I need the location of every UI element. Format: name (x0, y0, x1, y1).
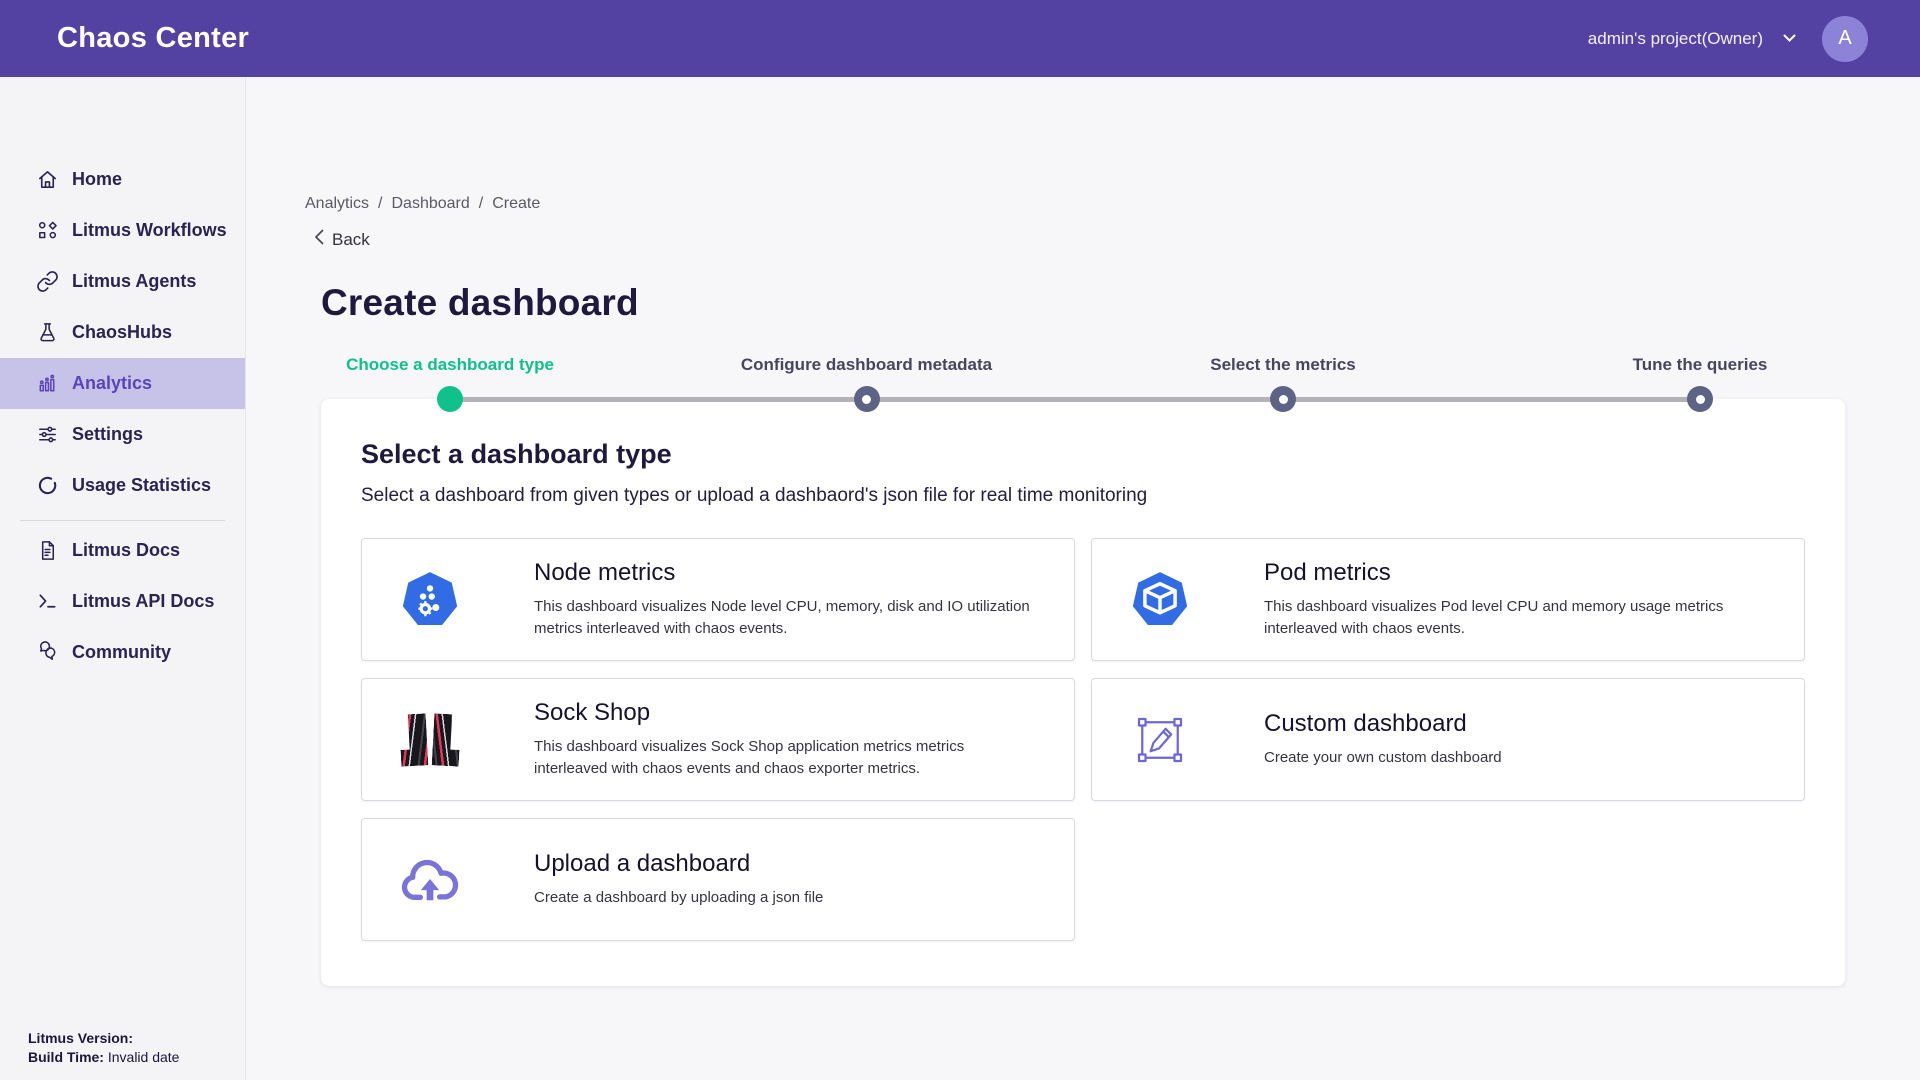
header-right: admin's project(Owner) A (1588, 15, 1868, 62)
step-label-choose-type: Choose a dashboard type (346, 355, 554, 374)
sidebar-item-chaoshubs[interactable]: ChaosHubs (0, 307, 245, 358)
panel-title: Select a dashboard type (361, 439, 672, 469)
sidebar-item-label: Home (72, 169, 123, 189)
sidebar-item-litmus-api-docs[interactable]: Litmus API Docs (0, 576, 245, 627)
card-description: Create your own custom dashboard (1264, 749, 1502, 766)
avatar-letter: A (1838, 27, 1852, 49)
chevron-left-icon (314, 229, 324, 250)
step-label-configure-metadata: Configure dashboard metadata (740, 355, 993, 374)
select-dashboard-type-panel: Select a dashboard type Select a dashboa… (321, 399, 1845, 986)
kubernetes-pod-icon (1129, 571, 1191, 629)
build-time-label: Build Time: (28, 1049, 104, 1065)
chat-bubbles-icon (35, 641, 59, 665)
card-description: Create a dashboard by uploading a json f… (534, 889, 824, 906)
sidebar-nav: Home Litmus Workflows Litmus Agents Chao… (0, 154, 245, 678)
breadcrumb-create[interactable]: Create (492, 195, 541, 212)
sidebar-item-label: Usage Statistics (72, 475, 212, 495)
sidebar: Home Litmus Workflows Litmus Agents Chao… (0, 77, 245, 1080)
stepper: Choose a dashboard type Configure dashbo… (321, 322, 1845, 432)
build-time-value: Invalid date (107, 1049, 180, 1065)
breadcrumb-separator: / (378, 195, 383, 212)
home-icon (35, 168, 59, 192)
workflows-icon (35, 219, 59, 243)
custom-dashboard-icon (1129, 712, 1191, 768)
breadcrumb: Analytics / Dashboard / Create (305, 195, 540, 213)
step-dot-2[interactable] (853, 386, 880, 412)
sidebar-item-label: Analytics (72, 373, 153, 393)
card-body: Sock Shop This dashboard visualizes Sock… (534, 699, 1040, 780)
step-label-select-metrics: Select the metrics (1210, 355, 1356, 374)
main-content: Analytics / Dashboard / Create Back Create d… (245, 77, 1920, 1080)
app-title: Chaos Center (57, 22, 250, 54)
upload-cloud-icon (399, 854, 461, 906)
grid-empty-cell (1091, 818, 1805, 941)
right-sock (432, 713, 462, 766)
step-dot-4[interactable] (1687, 386, 1713, 412)
card-custom-dashboard[interactable]: Custom dashboard Create your own custom … (1091, 678, 1805, 801)
back-label: Back (332, 229, 370, 249)
sidebar-item-label: Settings (72, 424, 144, 444)
panel-subtitle: Select a dashboard from given types or u… (361, 485, 1148, 506)
sidebar-footer: Litmus Version: Build Time: Invalid date (28, 1029, 179, 1067)
flask-icon (35, 321, 59, 345)
card-node-metrics[interactable]: Node metrics This dashboard visualizes N… (361, 538, 1075, 661)
kubernetes-node-icon (399, 571, 461, 629)
card-description: This dashboard visualizes Node level CPU… (534, 598, 1030, 637)
sidebar-item-litmus-agents[interactable]: Litmus Agents (0, 256, 245, 307)
card-title: Node metrics (534, 559, 676, 586)
sidebar-item-label: Litmus Docs (72, 540, 181, 560)
bar-chart-icon (35, 372, 59, 396)
card-description: This dashboard visualizes Pod level CPU … (1264, 598, 1724, 637)
card-sock-shop[interactable]: Sock Shop This dashboard visualizes Sock… (361, 678, 1075, 801)
litmus-version-label: Litmus Version: (28, 1030, 134, 1046)
terminal-icon (35, 590, 59, 614)
sidebar-item-settings[interactable]: Settings (0, 409, 245, 460)
document-icon (35, 539, 59, 563)
sliders-icon (35, 423, 59, 447)
card-body: Upload a dashboard Create a dashboard by… (534, 850, 1040, 909)
card-title: Sock Shop (534, 699, 651, 726)
sidebar-item-litmus-docs[interactable]: Litmus Docs (0, 525, 245, 576)
left-sock (399, 713, 429, 766)
top-header: Chaos Center admin's project(Owner) A (0, 0, 1920, 77)
page-title: Create dashboard (321, 282, 639, 323)
card-upload-dashboard[interactable]: Upload a dashboard Create a dashboard by… (361, 818, 1075, 941)
project-selector-label: admin's project(Owner) (1587, 28, 1763, 48)
breadcrumb-dashboard[interactable]: Dashboard (391, 195, 470, 212)
sidebar-item-label: ChaosHubs (72, 322, 173, 342)
card-title: Pod metrics (1264, 559, 1391, 586)
avatar[interactable]: A (1822, 15, 1868, 62)
chevron-down-icon (1783, 34, 1796, 43)
sidebar-item-analytics[interactable]: Analytics (0, 358, 245, 409)
card-pod-metrics[interactable]: Pod metrics This dashboard visualizes Po… (1091, 538, 1805, 661)
sidebar-item-home[interactable]: Home (0, 154, 245, 205)
sidebar-item-litmus-workflows[interactable]: Litmus Workflows (0, 205, 245, 256)
card-title: Upload a dashboard (534, 850, 751, 877)
step-label-tune-queries: Tune the queries (1632, 355, 1768, 374)
sidebar-item-label: Community (72, 642, 171, 662)
project-selector[interactable]: admin's project(Owner) (1588, 29, 1796, 49)
back-button[interactable]: Back (314, 229, 370, 250)
sidebar-item-community[interactable]: Community (0, 627, 245, 678)
sidebar-item-usage-statistics[interactable]: Usage Statistics (0, 460, 245, 511)
link-icon (35, 270, 59, 294)
dashboard-type-grid: Node metrics This dashboard visualizes N… (361, 538, 1805, 941)
card-body: Pod metrics This dashboard visualizes Po… (1264, 559, 1770, 640)
card-description: This dashboard visualizes Sock Shop appl… (534, 738, 965, 777)
step-dot-3[interactable] (1270, 386, 1296, 412)
card-body: Node metrics This dashboard visualizes N… (534, 559, 1040, 640)
stepper-line (450, 396, 1700, 402)
circular-arrow-icon (35, 474, 59, 498)
card-title: Custom dashboard (1264, 710, 1467, 737)
sidebar-item-label: Litmus Workflows (72, 220, 227, 240)
sidebar-item-label: Litmus API Docs (72, 591, 215, 611)
breadcrumb-analytics[interactable]: Analytics (305, 195, 370, 212)
sock-shop-icon (399, 714, 461, 766)
card-body: Custom dashboard Create your own custom … (1264, 710, 1770, 769)
breadcrumb-separator: / (478, 195, 484, 212)
step-dot-1-active[interactable] (437, 386, 463, 412)
sidebar-divider (20, 520, 225, 521)
sidebar-item-label: Litmus Agents (72, 271, 197, 291)
